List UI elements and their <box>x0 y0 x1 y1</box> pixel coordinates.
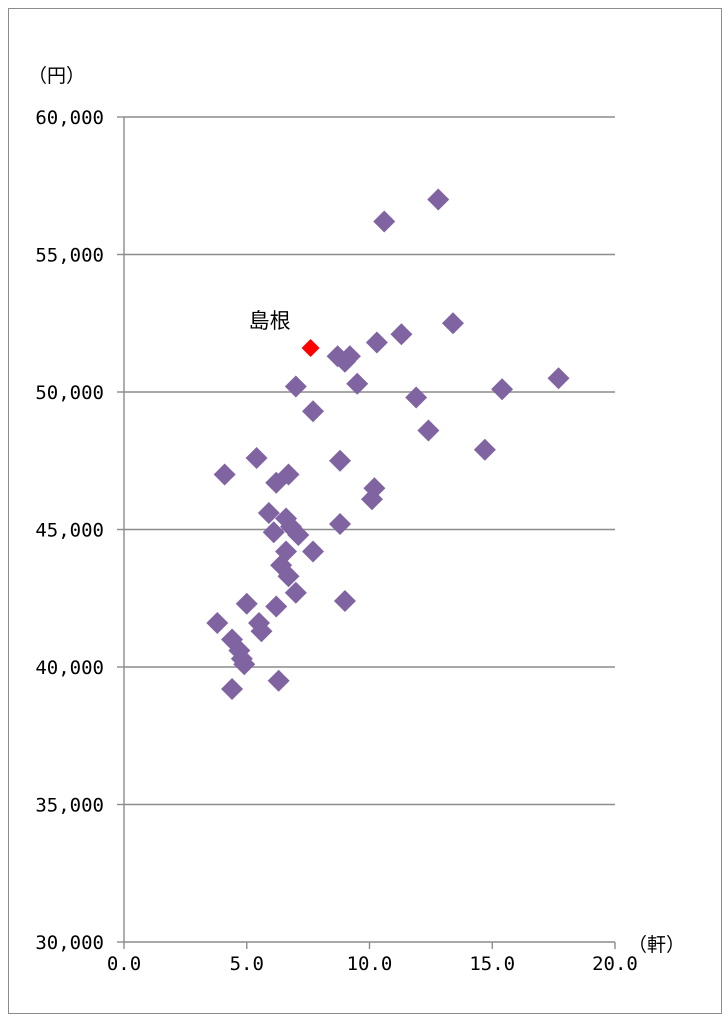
data-point <box>405 386 428 409</box>
data-point <box>302 540 325 563</box>
y-tick-label: 40,000 <box>35 657 104 679</box>
data-point <box>233 653 256 676</box>
data-point <box>284 375 307 398</box>
y-tick-label: 55,000 <box>35 245 104 267</box>
data-point <box>235 592 258 615</box>
data-point <box>473 438 496 461</box>
data-point <box>267 669 290 692</box>
data-point <box>284 581 307 604</box>
data-point <box>491 378 514 401</box>
data-point <box>257 502 280 524</box>
axes <box>117 116 616 949</box>
data-point <box>221 678 244 700</box>
highlight-point <box>301 339 320 357</box>
data-point <box>262 521 285 544</box>
x-tick-labels: 0.0 5.0 10.0 15.0 20.0 <box>107 953 638 975</box>
data-point <box>390 323 413 346</box>
y-tick-label: 60,000 <box>35 107 104 129</box>
data-point <box>365 331 388 354</box>
data-point <box>547 367 570 390</box>
x-tick-label: 20.0 <box>592 953 638 975</box>
data-point <box>302 400 325 423</box>
data-point <box>417 419 440 442</box>
x-tick-label: 0.0 <box>107 953 141 975</box>
gridlines <box>124 116 615 806</box>
x-tick-label: 10.0 <box>347 953 393 975</box>
data-point <box>265 471 288 494</box>
y-tick-label: 50,000 <box>35 382 104 404</box>
x-tick-label: 15.0 <box>469 953 515 975</box>
data-point <box>373 210 396 233</box>
data-point <box>287 524 310 546</box>
data-point <box>333 590 356 612</box>
y-tick-label: 35,000 <box>35 795 104 817</box>
data-point <box>245 447 268 469</box>
data-point <box>250 620 273 643</box>
y-tick-labels: 30,000 35,000 40,000 45,000 50,000 55,000 60,0… <box>35 107 104 954</box>
data-point <box>277 565 300 588</box>
y-axis-unit-label: （円） <box>28 65 85 87</box>
y-tick-label: 30,000 <box>35 932 104 954</box>
data-point <box>333 350 356 373</box>
x-axis-unit-label: （軒） <box>628 934 685 956</box>
data-point <box>329 449 352 472</box>
data-point <box>441 312 464 335</box>
data-point <box>360 488 383 511</box>
data-point <box>265 595 288 618</box>
data-point <box>213 463 236 486</box>
data-point <box>329 513 352 535</box>
x-tick-label: 5.0 <box>230 953 264 975</box>
data-points <box>206 188 570 700</box>
y-tick-label: 45,000 <box>35 520 104 542</box>
data-point <box>427 188 450 211</box>
data-point <box>346 372 369 395</box>
chart-frame <box>8 8 722 1014</box>
annotation-label-shimane: 島根 <box>249 309 291 333</box>
data-point <box>206 612 229 634</box>
